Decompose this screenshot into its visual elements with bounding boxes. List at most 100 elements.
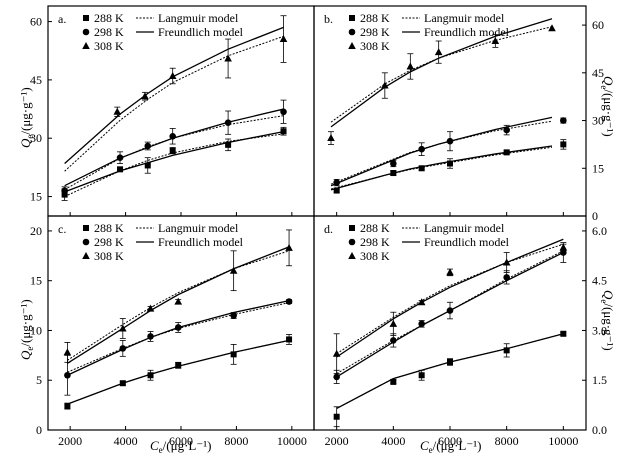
y-tick-label: 45 bbox=[30, 73, 42, 87]
freundlich-curve-298K bbox=[336, 251, 564, 378]
data-point-298K bbox=[390, 337, 397, 344]
legend-temp-label: 308 K bbox=[360, 39, 390, 53]
y-tick-label: 60 bbox=[30, 15, 42, 29]
y-tick-label: 60 bbox=[592, 18, 604, 32]
data-point-288K bbox=[144, 162, 151, 169]
data-point-288K bbox=[503, 347, 510, 354]
data-point-298K bbox=[61, 187, 68, 195]
data-point-288K bbox=[503, 149, 510, 156]
data-point-288K bbox=[560, 141, 567, 148]
legend-temp-label: 288 K bbox=[94, 11, 124, 25]
x-axis-label-left: Ce/(μg·L⁻¹) bbox=[150, 438, 211, 455]
data-point-288K bbox=[418, 372, 425, 379]
data-point-298K bbox=[144, 142, 152, 150]
y-axis-label-top-left: Qe/(μg·g⁻¹) bbox=[18, 87, 35, 148]
data-point-298K bbox=[230, 312, 237, 319]
data-point-308K bbox=[389, 319, 398, 327]
legend-temp-label: 298 K bbox=[94, 25, 124, 39]
data-point-288K bbox=[230, 351, 237, 358]
x-tick-label: 2000 bbox=[58, 434, 82, 448]
data-point-298K bbox=[418, 145, 425, 153]
x-tick-label: 8000 bbox=[224, 434, 248, 448]
data-point-308K bbox=[285, 243, 293, 251]
data-point-288K bbox=[560, 330, 567, 337]
freundlich-curve-298K bbox=[67, 299, 290, 376]
data-point-298K bbox=[503, 126, 510, 134]
x-tick-label: 4000 bbox=[114, 434, 138, 448]
x-tick-label: 2000 bbox=[325, 434, 349, 448]
legend-marker-square bbox=[83, 225, 89, 231]
data-point-298K bbox=[285, 298, 293, 305]
legend-freundlich-label: Freundlich model bbox=[158, 25, 244, 39]
legend-langmuir-label: Langmuir model bbox=[158, 11, 239, 25]
data-point-298K bbox=[560, 117, 567, 124]
freundlich-curve-288K bbox=[67, 339, 290, 405]
y-tick-label: 15 bbox=[30, 274, 42, 288]
data-point-298K bbox=[333, 373, 340, 381]
data-point-308K bbox=[446, 268, 454, 276]
data-point-298K bbox=[224, 119, 232, 126]
data-point-298K bbox=[174, 324, 182, 331]
legend-temp-label: 308 K bbox=[94, 249, 124, 263]
legend-temp-label: 288 K bbox=[360, 11, 390, 25]
y-tick-label: 5 bbox=[36, 373, 42, 387]
y-tick-label: 15 bbox=[592, 161, 604, 175]
y-axis-label-top-right: Qe/(μg·g⁻¹) bbox=[599, 76, 616, 137]
freundlich-curve-308K bbox=[64, 26, 284, 164]
panel-d: d. 0.0 1.5 3.0 4.5 6.0 2000 4000 6000 8000 10000 28… bbox=[313, 215, 607, 448]
data-point-308K bbox=[381, 81, 389, 89]
data-point-308K bbox=[417, 298, 426, 306]
x-axis-label-right: Ce/(μg·L⁻¹) bbox=[420, 438, 481, 455]
legend-langmuir-label: Langmuir model bbox=[424, 11, 505, 25]
y-tick-label: 0 bbox=[36, 423, 42, 437]
legend-marker-circle bbox=[348, 238, 356, 246]
legend-marker-square bbox=[349, 15, 355, 21]
data-point-298K bbox=[418, 320, 425, 328]
legend-marker-triangle bbox=[348, 42, 356, 49]
langmuir-curve-308K bbox=[64, 35, 284, 172]
data-point-298K bbox=[446, 137, 454, 145]
legend-marker-circle bbox=[82, 238, 90, 246]
langmuir-curve-298K bbox=[67, 302, 290, 373]
data-point-298K bbox=[503, 274, 510, 281]
data-point-308K bbox=[229, 266, 238, 274]
data-point-308K bbox=[168, 72, 177, 79]
legend-temp-label: 298 K bbox=[360, 25, 390, 39]
legend-marker-triangle bbox=[348, 252, 356, 259]
data-point-298K bbox=[119, 345, 127, 352]
data-point-308K bbox=[141, 92, 149, 100]
x-tick-label: 8000 bbox=[495, 434, 519, 448]
freundlich-curve-308K bbox=[67, 246, 290, 364]
data-point-288K bbox=[390, 170, 397, 177]
legend-freundlich-label: Freundlich model bbox=[424, 235, 510, 249]
data-point-298K bbox=[64, 371, 71, 379]
data-point-308K bbox=[559, 243, 568, 251]
panel-label: d. bbox=[324, 222, 333, 236]
legend-langmuir-label: Langmuir model bbox=[158, 221, 239, 235]
data-point-288K bbox=[418, 165, 425, 172]
freundlich-curve-308K bbox=[336, 238, 564, 358]
data-point-298K bbox=[390, 160, 397, 167]
freundlich-curve-288K bbox=[336, 333, 564, 410]
data-point-288K bbox=[280, 128, 287, 135]
legend-temp-label: 308 K bbox=[94, 39, 124, 53]
data-point-308K bbox=[434, 48, 443, 56]
legend-marker-square bbox=[83, 15, 89, 21]
legend-freundlich-label: Freundlich model bbox=[424, 25, 510, 39]
freundlich-curve-298K bbox=[64, 108, 284, 187]
legend-marker-triangle bbox=[82, 252, 90, 259]
data-point-298K bbox=[446, 307, 454, 314]
data-point-308K bbox=[406, 62, 415, 70]
y-tick-label: 30 bbox=[30, 131, 42, 145]
legend-marker-triangle bbox=[82, 42, 90, 49]
legend-temp-label: 308 K bbox=[360, 249, 390, 263]
y-tick-label: 20 bbox=[30, 224, 42, 238]
y-axis-label-bottom-left: Qe/(μg·g⁻¹) bbox=[18, 299, 35, 360]
legend-langmuir-label: Langmuir model bbox=[424, 221, 505, 235]
data-point-288K bbox=[147, 372, 154, 379]
data-point-288K bbox=[333, 187, 340, 194]
x-tick-label: 4000 bbox=[381, 434, 405, 448]
